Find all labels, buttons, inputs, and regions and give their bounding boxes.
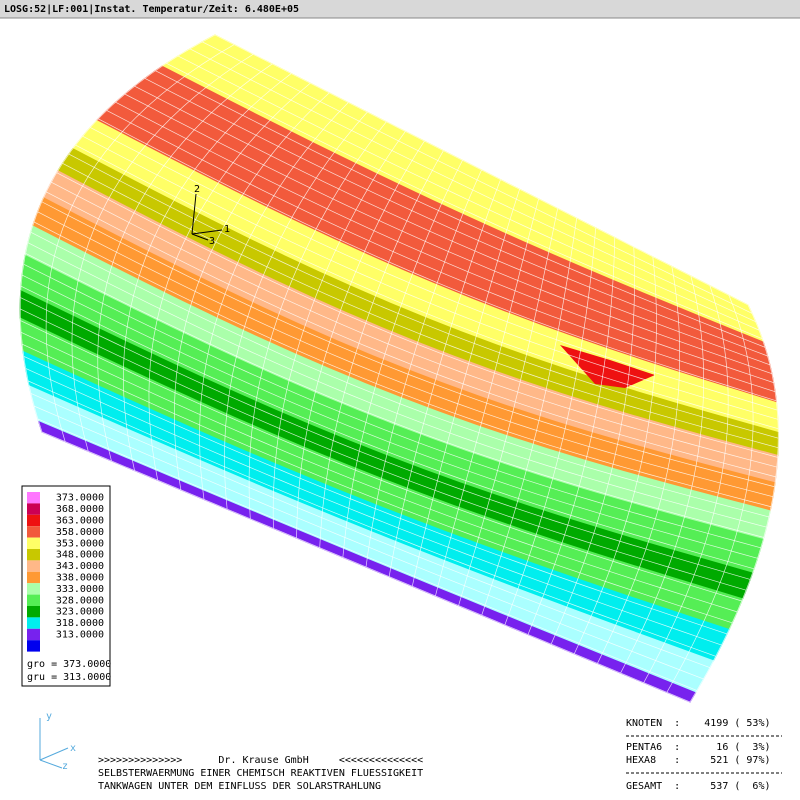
mesh-line [597, 266, 681, 664]
mesh-line [19, 34, 216, 433]
mesh-line [481, 218, 578, 616]
mesh-line [319, 150, 444, 548]
legend-swatch [27, 617, 40, 629]
mesh-line [71, 53, 254, 452]
mesh-line [148, 82, 311, 481]
legend-swatch [27, 571, 40, 584]
hot-spot [560, 345, 655, 388]
mesh-line [666, 295, 754, 693]
mesh-line [504, 227, 597, 625]
mesh-line [643, 285, 729, 683]
legend-label: 368.0000 [56, 504, 104, 515]
footer-line: TANKWAGEN UNTER DEM EINFLUSS DER SOLARST… [98, 781, 381, 792]
mesh-line [689, 304, 779, 703]
legend-swatch [27, 526, 40, 538]
legend-swatch [27, 537, 40, 549]
legend-label: 323.0000 [56, 607, 104, 618]
stats-row: GESAMT : 537 ( 6%) [626, 781, 771, 792]
mesh-line [199, 102, 349, 500]
footer-line: >>>>>>>>>>>>>> Dr. Krause GmbH <<<<<<<<<… [98, 755, 423, 766]
title-bar [0, 0, 800, 18]
legend-swatch [27, 549, 40, 561]
axis-x [39, 747, 69, 761]
mesh-line [388, 179, 501, 577]
mesh-line [573, 256, 657, 654]
legend: 373.0000368.0000363.0000358.0000353.0000… [21, 485, 111, 687]
legend-swatch [27, 640, 40, 652]
mesh-line [123, 73, 292, 471]
mesh-line [248, 121, 387, 519]
legend-swatch [27, 560, 40, 572]
legend-swatch [27, 594, 40, 606]
legend-label: 373.0000 [56, 493, 104, 504]
mesh-line [411, 189, 520, 587]
legend-label: 363.0000 [56, 516, 104, 527]
mesh-line [45, 44, 235, 442]
mesh-line [435, 198, 539, 597]
axis-label: x [70, 743, 76, 754]
stats-row: KNOTEN : 4199 ( 53%) [626, 718, 771, 729]
legend-label: 328.0000 [56, 595, 104, 606]
legend-label: 343.0000 [56, 561, 104, 572]
legend-swatch [27, 628, 40, 641]
mesh-line [620, 275, 704, 674]
mesh-line [458, 208, 558, 606]
legend-label: 318.0000 [56, 618, 104, 629]
legend-label: 313.0000 [56, 630, 104, 641]
stats-row: HEXA8 : 521 ( 97%) [626, 755, 771, 766]
cylinder-model [19, 34, 779, 703]
node-axis [191, 193, 197, 235]
mesh-line [527, 237, 616, 635]
node-axis-label: 1 [224, 224, 230, 235]
stats-row: PENTA6 : 16 ( 3%) [626, 742, 771, 753]
mesh-line [296, 140, 425, 539]
legend-swatch [27, 492, 40, 504]
footer-line: SELBSTERWAERMUNG EINER CHEMISCH REAKTIVE… [98, 768, 423, 779]
legend-gru: gru = 313.0000 [27, 672, 111, 683]
axis-label: z [62, 761, 68, 772]
legend-label: 358.0000 [56, 527, 104, 538]
legend-swatch [27, 514, 40, 527]
node-axis [191, 233, 209, 241]
node-axis-label: 2 [194, 184, 200, 195]
legend-label: 333.0000 [56, 584, 104, 595]
legend-label: 338.0000 [56, 573, 104, 584]
mesh-line [224, 111, 368, 510]
node-axis [191, 229, 223, 235]
legend-swatch [27, 606, 40, 618]
mesh-line [342, 160, 463, 558]
axis-z [39, 759, 63, 769]
mesh-line [272, 131, 406, 529]
mesh-line [173, 92, 330, 490]
mesh-line [365, 169, 482, 568]
header-title: LOSG:52|LF:001|Instat. Temperatur/Zeit: … [4, 3, 299, 15]
node-axis-label: 3 [209, 236, 215, 247]
legend-label: 353.0000 [56, 538, 104, 549]
legend-swatch [27, 583, 40, 595]
axis-label: y [46, 711, 52, 722]
legend-swatch [27, 503, 40, 515]
mesh-line [550, 247, 635, 645]
legend-gro: gro = 373.0000 [27, 659, 111, 670]
mesh-line [97, 63, 273, 462]
node-triad: 1 2 3 [191, 184, 230, 247]
legend-label: 348.0000 [56, 550, 104, 561]
